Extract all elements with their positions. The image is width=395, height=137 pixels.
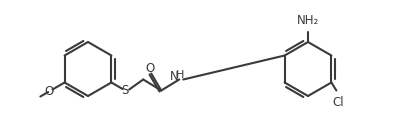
Text: O: O (44, 85, 53, 98)
Text: S: S (122, 84, 129, 97)
Text: H: H (176, 69, 184, 79)
Text: Cl: Cl (333, 95, 344, 109)
Text: N: N (170, 70, 179, 83)
Text: NH₂: NH₂ (297, 14, 319, 27)
Text: O: O (146, 62, 155, 75)
